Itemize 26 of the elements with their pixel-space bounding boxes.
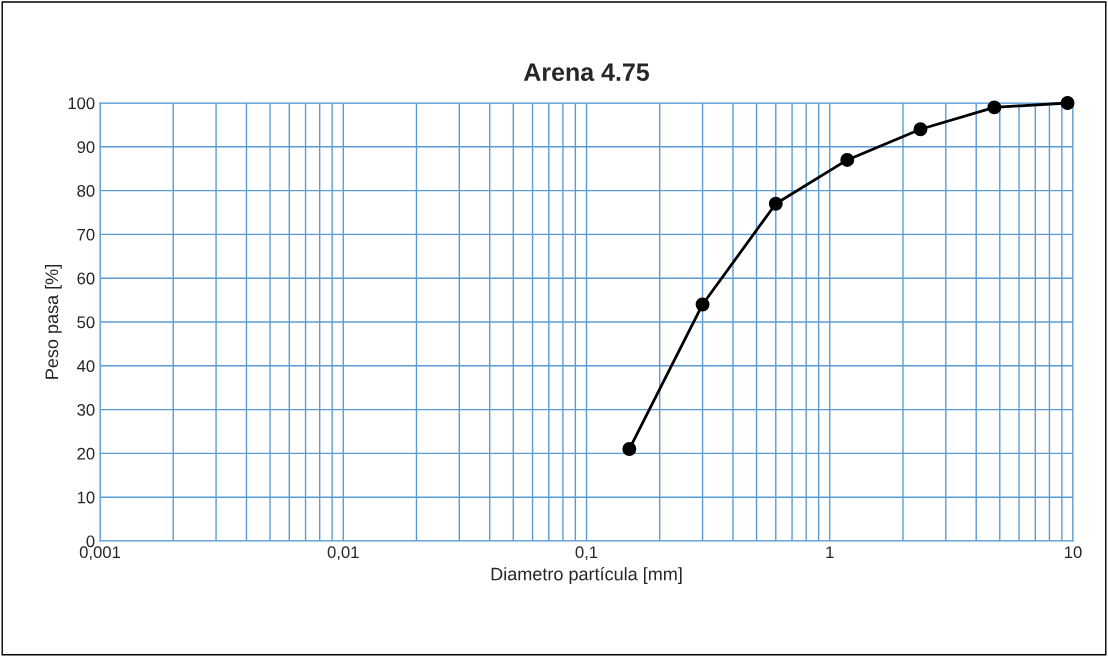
point (1060, 96, 1075, 110)
y-axis-title: Peso pasa [%] (44, 265, 62, 379)
point (840, 152, 855, 167)
y-tick-label: 0 (86, 535, 95, 548)
point (622, 442, 637, 456)
chart-title: Arena 4.75 (523, 63, 650, 82)
y-tick-label: 70 (77, 228, 95, 241)
y-tick-label: 30 (77, 404, 95, 416)
x-tick-label: 0,001 (79, 546, 121, 561)
y-tick-label: 40 (76, 360, 95, 372)
x-tick-label: 0,01 (327, 546, 359, 561)
point (987, 100, 1002, 115)
x-tick-label: 0,1 (575, 546, 598, 561)
y-tick-label: 20 (77, 447, 95, 460)
y-tick-label: 10 (77, 491, 95, 504)
point (695, 297, 710, 312)
x-tick-label: 1 (826, 546, 834, 558)
x-tick-label: 10 (1065, 546, 1082, 559)
y-tick-label: 100 (68, 97, 95, 110)
point (768, 196, 783, 211)
y-tick-label: 50 (77, 316, 95, 329)
y-tick-label: 60 (77, 272, 95, 285)
y-tick-label: 80 (77, 185, 95, 197)
y-tick-label: 90 (77, 141, 95, 153)
point (913, 122, 928, 137)
x-axis-title: Diametro partícula [mm] (491, 566, 682, 584)
